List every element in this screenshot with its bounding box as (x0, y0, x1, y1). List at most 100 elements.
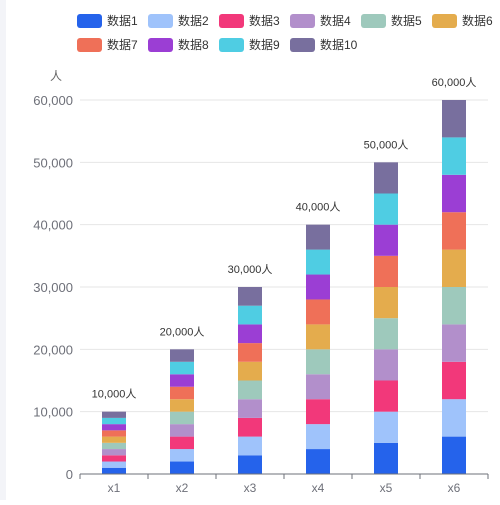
bar-segment-6-x3[interactable] (238, 361, 262, 381)
bar-segment-10-x6[interactable] (442, 100, 466, 138)
bar-segment-3-x4[interactable] (306, 399, 330, 425)
legend-item-3[interactable]: 数据3 (219, 13, 280, 28)
bar-segment-10-x1[interactable] (102, 411, 126, 418)
bar-segment-3-x5[interactable] (374, 380, 398, 412)
bar-segment-6-x1[interactable] (102, 436, 126, 443)
bar-segment-1-x6[interactable] (442, 436, 466, 474)
bar-stack-x2[interactable] (170, 349, 194, 474)
bar-segment-7-x4[interactable] (306, 299, 330, 325)
legend-item-10[interactable]: 数据10 (290, 37, 358, 52)
bar-segment-9-x6[interactable] (442, 137, 466, 175)
legend-item-8[interactable]: 数据8 (148, 37, 209, 52)
bar-segment-4-x1[interactable] (102, 449, 126, 456)
bar-segment-6-x5[interactable] (374, 287, 398, 319)
total-label-x1: 10,000人 (92, 388, 137, 401)
bar-segment-8-x3[interactable] (238, 324, 262, 344)
bar-segment-9-x5[interactable] (374, 193, 398, 225)
bar-segment-5-x1[interactable] (102, 442, 126, 450)
legend-swatch (432, 14, 457, 28)
legend-swatch (290, 14, 315, 28)
bar-segment-4-x2[interactable] (170, 424, 194, 437)
bar-segment-5-x6[interactable] (442, 287, 466, 325)
legend-label: 数据2 (178, 13, 209, 28)
bar-segment-2-x2[interactable] (170, 449, 194, 462)
bar-segment-10-x4[interactable] (306, 224, 330, 250)
bar-segment-4-x5[interactable] (374, 349, 398, 381)
bar-segment-5-x3[interactable] (238, 380, 262, 400)
bar-stack-x3[interactable] (238, 287, 262, 474)
bar-segment-5-x5[interactable] (374, 318, 398, 350)
bar-segment-1-x3[interactable] (238, 455, 262, 474)
legend-item-7[interactable]: 数据7 (77, 37, 138, 52)
legend-swatch (290, 38, 315, 52)
legend-label: 数据10 (320, 37, 358, 52)
bar-segment-8-x4[interactable] (306, 274, 330, 300)
bar-segment-7-x5[interactable] (374, 255, 398, 287)
bar-segment-6-x6[interactable] (442, 249, 466, 287)
y-tick-label: 20,000 (33, 342, 73, 357)
bar-stack-x4[interactable] (306, 224, 330, 474)
bar-segment-2-x1[interactable] (102, 461, 126, 468)
bar-segment-7-x3[interactable] (238, 343, 262, 362)
legend-item-2[interactable]: 数据2 (148, 13, 209, 28)
legend-item-6[interactable]: 数据6 (432, 13, 493, 28)
legend-swatch (361, 14, 386, 28)
legend-label: 数据3 (249, 13, 280, 28)
x-tick-label: x6 (448, 481, 461, 495)
bar-segment-4-x4[interactable] (306, 374, 330, 400)
bar-segment-3-x6[interactable] (442, 361, 466, 400)
bar-segment-8-x6[interactable] (442, 174, 466, 213)
legend-swatch (148, 14, 173, 28)
bar-segment-9-x1[interactable] (102, 417, 126, 425)
bar-segment-2-x4[interactable] (306, 424, 330, 450)
bar-segment-7-x6[interactable] (442, 212, 466, 250)
x-tick-label: x4 (312, 481, 325, 495)
x-tick-label: x2 (176, 481, 189, 495)
bar-segment-5-x2[interactable] (170, 411, 194, 425)
bar-segment-8-x5[interactable] (374, 224, 398, 256)
total-label-x5: 50,000人 (364, 138, 409, 151)
bar-stack-x1[interactable] (102, 411, 126, 474)
bar-segment-9-x4[interactable] (306, 249, 330, 275)
bar-segment-2-x5[interactable] (374, 411, 398, 443)
bar-segment-1-x1[interactable] (102, 467, 126, 474)
total-label-x6: 60,000人 (432, 76, 477, 89)
bar-segment-7-x1[interactable] (102, 430, 126, 437)
bar-segment-1-x5[interactable] (374, 442, 398, 474)
y-axis: 人 0 10,000 20,000 30,000 40,000 50,000 60,000 (33, 69, 73, 482)
bar-segment-4-x3[interactable] (238, 399, 262, 418)
legend-swatch (77, 38, 102, 52)
bar-segment-8-x1[interactable] (102, 424, 126, 431)
bar-stack-x6[interactable] (442, 100, 466, 474)
bar-segment-3-x1[interactable] (102, 455, 126, 462)
bar-stack-x5[interactable] (374, 162, 398, 474)
bar-segment-7-x2[interactable] (170, 386, 194, 400)
legend-item-5[interactable]: 数据5 (361, 13, 422, 28)
bar-segment-2-x6[interactable] (442, 399, 466, 437)
bar-segment-3-x3[interactable] (238, 417, 262, 437)
legend-item-1[interactable]: 数据1 (77, 13, 138, 28)
legend-item-9[interactable]: 数据9 (219, 37, 280, 52)
bar-segment-10-x3[interactable] (238, 287, 262, 306)
legend-label: 数据9 (249, 37, 280, 52)
legend-label: 数据5 (391, 13, 422, 28)
bar-segment-1-x2[interactable] (170, 461, 194, 474)
bar-segment-5-x4[interactable] (306, 349, 330, 375)
bar-segment-4-x6[interactable] (442, 324, 466, 362)
bar-segment-9-x3[interactable] (238, 305, 262, 325)
bar-segment-8-x2[interactable] (170, 374, 194, 387)
bar-segment-6-x2[interactable] (170, 399, 194, 412)
legend-item-4[interactable]: 数据4 (290, 13, 351, 28)
bar-segment-2-x3[interactable] (238, 436, 262, 456)
bar-segment-3-x2[interactable] (170, 436, 194, 450)
bar-segment-10-x2[interactable] (170, 349, 194, 362)
bar-segment-9-x2[interactable] (170, 361, 194, 375)
y-tick-label: 30,000 (33, 280, 73, 295)
bar-segment-6-x4[interactable] (306, 324, 330, 350)
legend-swatch (219, 14, 244, 28)
bar-segment-10-x5[interactable] (374, 162, 398, 194)
x-tick-label: x5 (380, 481, 393, 495)
bar-segment-1-x4[interactable] (306, 449, 330, 474)
